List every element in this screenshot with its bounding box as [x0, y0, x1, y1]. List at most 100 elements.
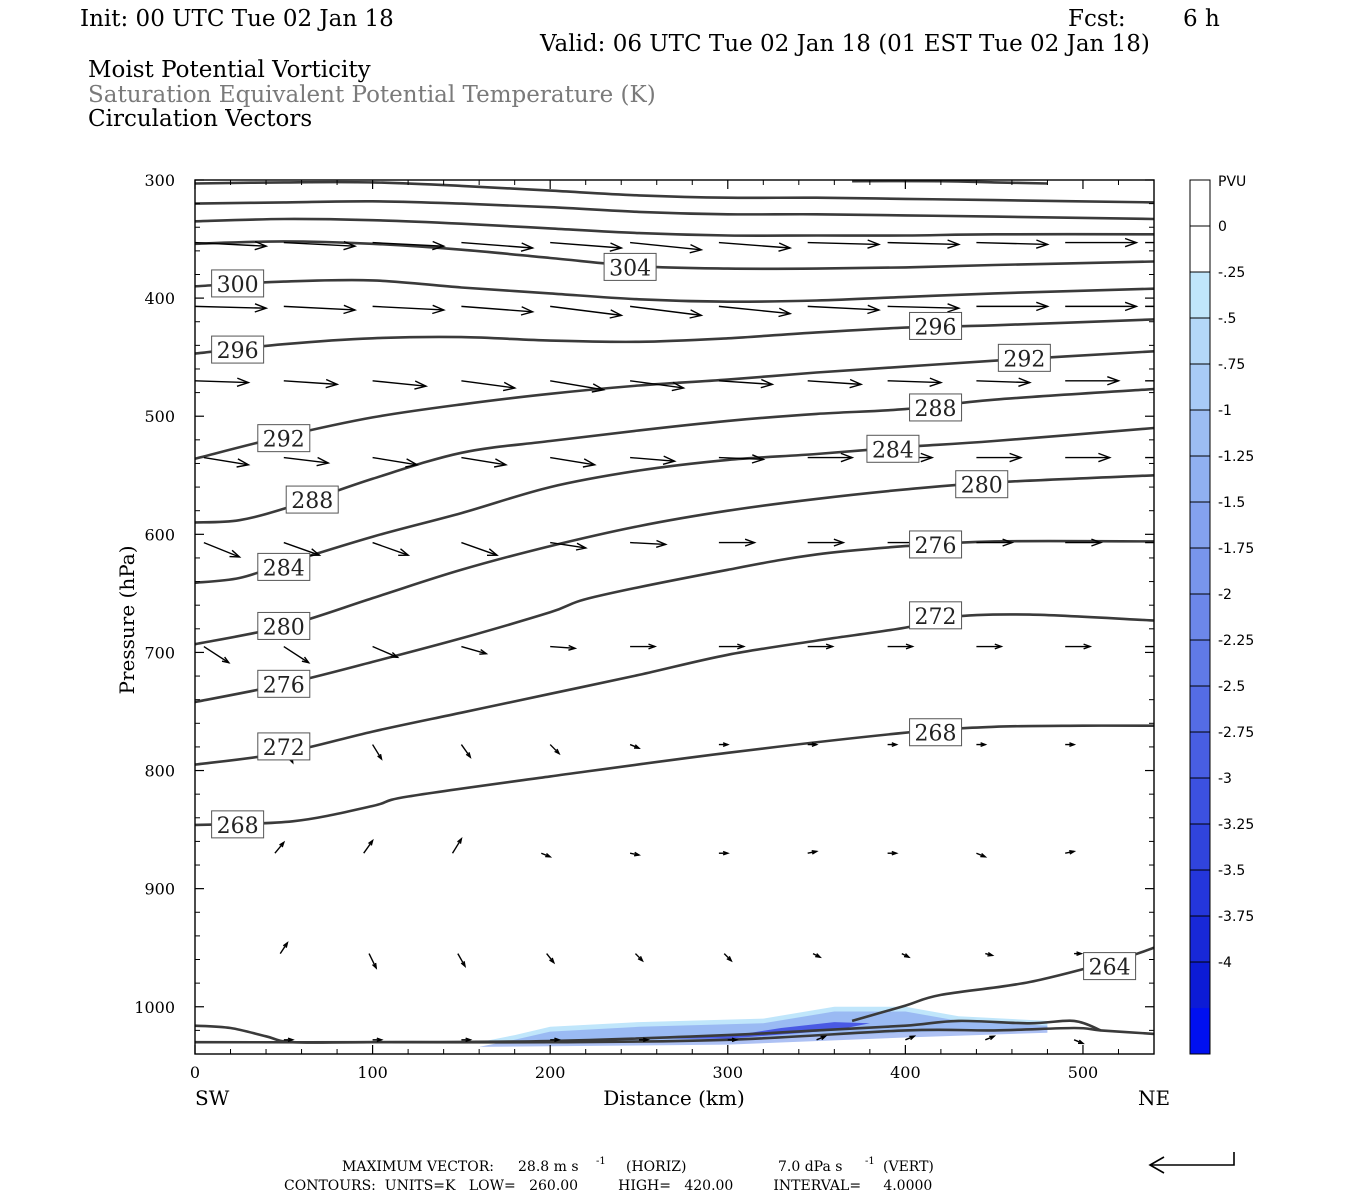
vector-arrow-p470-x345-shaft: [807, 380, 862, 386]
vector-arrow-p353-x100-shaft: [372, 241, 444, 247]
plot-inner: [195, 180, 1189, 1047]
vector-arrow-p353-x200-head: [609, 242, 624, 252]
vector-arrow-p870-x245: [629, 851, 641, 857]
y-tick-label-900: 900: [144, 880, 175, 899]
vector-arrow-p870-x490-head: [1069, 850, 1077, 855]
vector-arrow-p607-x295: [718, 538, 757, 547]
vector-arrow-p1028-x445: [985, 1035, 997, 1041]
vector-arrow-p607-x5: [203, 541, 242, 558]
vector-arrow-p695-x200-head: [568, 644, 578, 651]
colorbar-swatch-3: [1190, 318, 1210, 365]
vector-arrow-p955-x48: [279, 941, 289, 954]
vector-arrow-p695-x390: [887, 643, 915, 650]
vector-arrow-p407-x490-head: [1124, 301, 1139, 312]
vector-arrow-p535-x345-head: [840, 452, 855, 463]
vector-arrow-p407-x150-shaft: [461, 305, 533, 313]
vector-arrow-p955-x445: [985, 952, 995, 957]
vector-arrow-p607-x200: [550, 541, 588, 551]
vector-arrow-p353-x245-shaft: [630, 241, 702, 251]
vector-arrow-p353-x150: [461, 241, 535, 252]
vector-arrow-p1028-x300: [727, 1037, 739, 1043]
vector-arrow-p535-x440-head: [1009, 452, 1023, 463]
vector-arrow-p607-x440: [976, 538, 1015, 547]
vector-arrow-p695-x5-head: [221, 656, 231, 664]
vector-arrow-p407-x100: [372, 304, 446, 315]
theta-contour-284: [195, 426, 1154, 584]
vector-arrow-p535-x295: [718, 454, 766, 464]
contour-label-304-left: 304: [603, 252, 657, 281]
vector-arrow-p870-x45: [274, 840, 286, 854]
contour-label-292-left-box: [257, 424, 311, 453]
theta-contour-292: [195, 350, 1154, 460]
vector-arrow-p353-x390-head: [947, 239, 961, 249]
vector-arrow-p470-x50-shaft: [283, 380, 338, 386]
vector-arrow-p353-x440-shaft: [976, 241, 1048, 246]
contour-label-276-left-box: [257, 669, 311, 698]
vector-arrow-p535-x5: [203, 456, 251, 468]
vector-arrow-p870-x95-head: [368, 838, 374, 846]
vector-arrow-p470-x440: [976, 377, 1032, 387]
theta-contour-268: [195, 724, 1154, 827]
vector-arrow-p955-x298-head: [726, 956, 733, 963]
contour-label-280-inline-text: 280: [961, 474, 1003, 499]
vector-arrow-p470-x200: [550, 380, 606, 393]
vector-arrow-p407-x200: [550, 305, 624, 319]
contour-label-304-left-box: [603, 252, 657, 281]
colorbar-swatch-1: [1190, 226, 1210, 273]
vector-arrow-p955-x495: [1074, 951, 1084, 956]
contour-label-300-left-text: 300: [217, 273, 259, 298]
contour-label-264-inline-box: [1083, 952, 1137, 981]
vector-arrow-p353-x490: [1065, 237, 1139, 248]
max-vector-vert: 7.0 dPa s: [778, 1159, 842, 1175]
vector-arrow-p955-x198: [546, 953, 556, 965]
vector-arrow-p470-x245-shaft: [630, 380, 684, 389]
vector-arrow-p1028-x445-head: [989, 1035, 997, 1041]
vector-arrow-p535-x50-shaft: [283, 456, 329, 464]
vector-arrow-p607-x295-head: [744, 538, 757, 547]
vector-arrow-p1028-x495: [1073, 1039, 1085, 1045]
vector-arrow-p353-x50-shaft: [283, 241, 356, 247]
vector-arrow-p695-x200-shaft: [550, 645, 576, 650]
vector-arrow-p407-x245: [630, 305, 704, 319]
contour-label-292-inline: 292: [997, 343, 1051, 372]
theta-contour-280: [195, 474, 1154, 646]
y-tick-label-500: 500: [144, 407, 175, 426]
contour-label-288-left: 288: [285, 485, 339, 514]
forecast-value: 6 h: [1183, 6, 1220, 32]
vector-arrow-p778-x100-shaft: [371, 744, 383, 760]
vector-arrow-p353-x200-shaft: [550, 241, 622, 249]
vector-arrow-p535-x245-shaft: [630, 456, 675, 462]
vector-arrow-p870-x440: [976, 852, 988, 858]
vector-arrow-p535-x535-head: [1178, 453, 1189, 461]
vector-arrow-p607-x200-shaft: [550, 541, 586, 549]
vector-arrow-p778-x390: [887, 742, 899, 747]
contour-label-288-inline-box: [909, 393, 963, 422]
vector-arrow-p778-x100-head: [377, 753, 383, 761]
vector-arrow-p1028-x495-head: [1077, 1039, 1085, 1045]
contour-label-304-left-text: 304: [609, 256, 651, 281]
contour-label-292-left-text: 292: [263, 428, 305, 453]
vector-arrow-p353-x100-head: [432, 240, 446, 251]
vector-arrow-p353-x295: [718, 241, 793, 252]
vector-arrow-p870-x145-shaft: [451, 838, 463, 854]
vector-arrow-p870-x195-head: [545, 852, 553, 858]
contour-label-300-left-box: [211, 269, 265, 298]
vector-arrow-p870-x195: [541, 852, 553, 858]
vector-arrow-p470-x345-head: [849, 378, 864, 389]
superscript-horiz: -1: [596, 1156, 606, 1167]
vector-arrow-p870-x45-head: [279, 840, 286, 848]
vector-arrow-p407-x440-head: [1036, 301, 1050, 312]
colorbar-tick-label-1: -.25: [1218, 265, 1245, 281]
vector-arrow-p955-x348-head: [815, 953, 822, 959]
vector-arrow-p695-x150-shaft: [461, 645, 487, 655]
vector-arrow-p695-x345-head: [825, 643, 835, 650]
vector-arrow-p778-x345: [807, 742, 819, 747]
vector-arrow-p778-x440-head: [980, 742, 988, 747]
vector-arrow-p407-x345-head: [867, 304, 881, 315]
colorbar-tick-label-14: -3.5: [1218, 863, 1245, 879]
vector-arrow-p353-x390-shaft: [887, 241, 959, 246]
vector-arrow-p535-x535: [1145, 453, 1189, 461]
colorbar-tick-label-12: -3: [1218, 771, 1232, 787]
vector-arrow-p607-x100-head: [398, 548, 411, 556]
colorbar: PVU 0 -.25 -.5 -.75 -1 -1.25 -1.5 -1.75 -2 -2.25 -…: [1189, 174, 1254, 1055]
